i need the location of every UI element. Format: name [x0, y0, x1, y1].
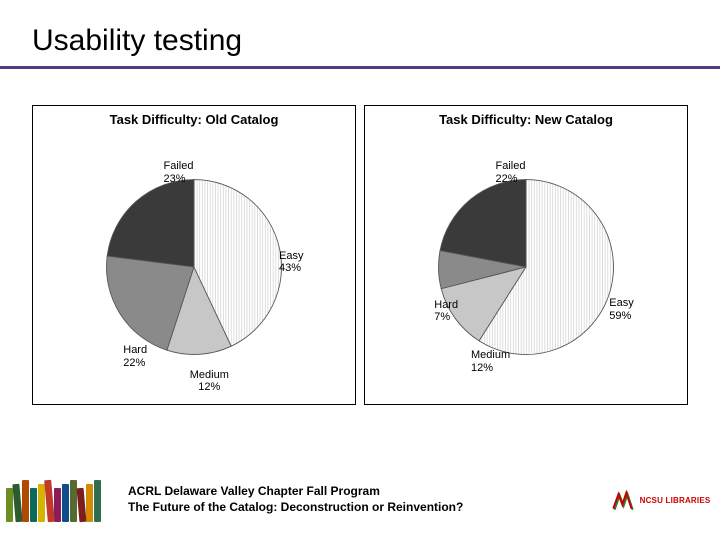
footer-line1: ACRL Delaware Valley Chapter Fall Progra…: [128, 484, 600, 500]
pie-wrap: Failed22% Hard7% Medium12% Easy59%: [421, 162, 631, 372]
slide-title: Usability testing: [32, 24, 720, 58]
pie-chart: [421, 162, 631, 372]
book-spine: [77, 488, 87, 522]
slice-label: Easy59%: [609, 297, 633, 322]
book-spine: [22, 480, 29, 522]
book-spine: [62, 484, 69, 522]
book-spine: [54, 488, 61, 522]
slice-label: Failed22%: [496, 160, 526, 185]
book-spine: [38, 484, 45, 522]
book-spine: [70, 480, 77, 522]
chart-new-catalog: Task Difficulty: New Catalog Failed22% Ha…: [364, 105, 688, 405]
chart-title: Task Difficulty: New Catalog: [365, 106, 687, 127]
book-spine: [6, 488, 13, 522]
slice-label: Hard7%: [434, 299, 458, 324]
pie-wrap: Failed23%Hard22%Medium12%Easy43%: [89, 162, 299, 372]
slice-label: Medium12%: [471, 349, 510, 374]
chart-title: Task Difficulty: Old Catalog: [33, 106, 355, 127]
slice-label: Failed23%: [164, 160, 194, 185]
footer-text: ACRL Delaware Valley Chapter Fall Progra…: [110, 484, 600, 515]
slice-label: Hard22%: [123, 344, 147, 369]
book-spine: [86, 484, 93, 522]
charts-row: Task Difficulty: Old Catalog Failed23% Ha…: [0, 69, 720, 405]
pie-chart: [89, 162, 299, 372]
footer: ACRL Delaware Valley Chapter Fall Progra…: [0, 478, 720, 522]
pie-slice: [107, 179, 194, 267]
book-spine: [30, 488, 37, 522]
logo-mark-icon: [610, 487, 636, 513]
book-spines: [0, 478, 110, 522]
logo: NCSU LIBRARIES: [600, 487, 720, 513]
logo-text: NCSU LIBRARIES: [640, 496, 711, 505]
book-spine: [94, 480, 101, 522]
slice-label: Medium12%: [190, 369, 229, 394]
chart-old-catalog: Task Difficulty: Old Catalog Failed23% Ha…: [32, 105, 356, 405]
footer-line2: The Future of the Catalog: Deconstructio…: [128, 500, 600, 516]
slice-label: Easy43%: [279, 250, 303, 275]
